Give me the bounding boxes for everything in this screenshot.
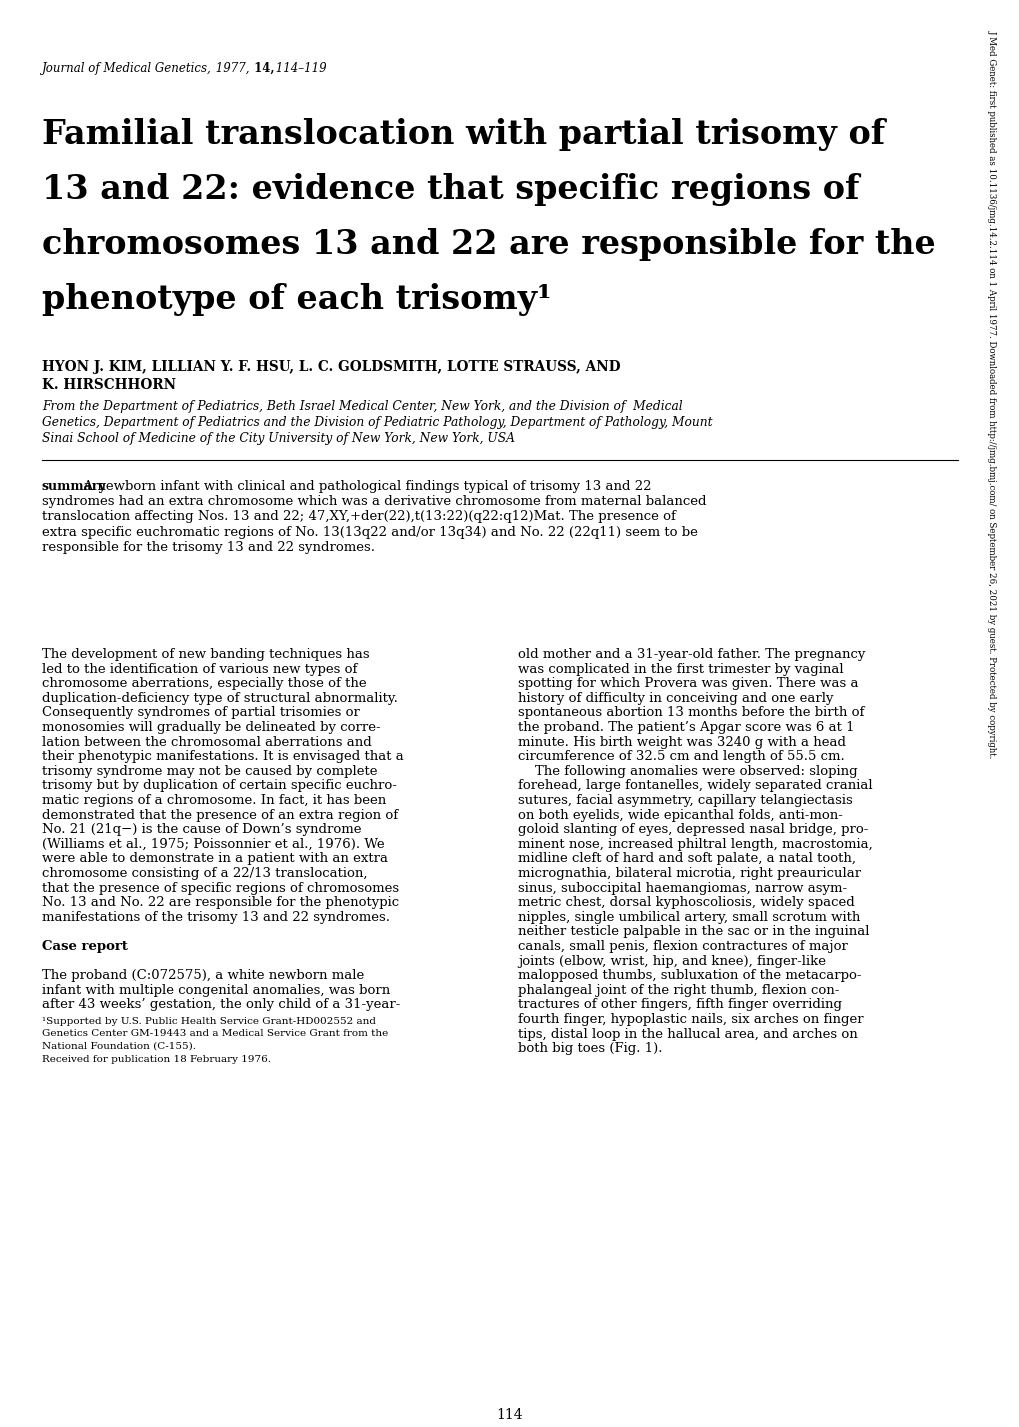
Text: nipples, single umbilical artery, small scrotum with: nipples, single umbilical artery, small … [518, 910, 860, 923]
Text: their phenotypic manifestations. It is envisaged that a: their phenotypic manifestations. It is e… [42, 751, 404, 763]
Text: chromosomes 13 and 22 are responsible for the: chromosomes 13 and 22 are responsible fo… [42, 228, 934, 261]
Text: No. 21 (21q−) is the cause of Down’s syndrome: No. 21 (21q−) is the cause of Down’s syn… [42, 823, 361, 836]
Text: canals, small penis, flexion contractures of major: canals, small penis, flexion contracture… [518, 940, 847, 953]
Text: J Med Genet: first published as 10.1136/jmg.14.2.114 on 1 April 1977. Downloaded: J Med Genet: first published as 10.1136/… [987, 30, 996, 758]
Text: HYON J. KIM, LILLIAN Y. F. HSU, L. C. GOLDSMITH, LOTTE STRAUSS, AND: HYON J. KIM, LILLIAN Y. F. HSU, L. C. GO… [42, 360, 620, 374]
Text: The development of new banding techniques has: The development of new banding technique… [42, 648, 369, 661]
Text: 13 and 22: evidence that specific regions of: 13 and 22: evidence that specific region… [42, 173, 859, 205]
Text: 114–119: 114–119 [272, 61, 326, 76]
Text: spotting for which Provera was given. There was a: spotting for which Provera was given. Th… [518, 678, 858, 691]
Text: minute. His birth weight was 3240 g with a head: minute. His birth weight was 3240 g with… [518, 735, 845, 749]
Text: sutures, facial asymmetry, capillary telangiectasis: sutures, facial asymmetry, capillary tel… [518, 793, 852, 808]
Text: Familial translocation with partial trisomy of: Familial translocation with partial tris… [42, 118, 884, 151]
Text: responsible for the trisomy 13 and 22 syndromes.: responsible for the trisomy 13 and 22 sy… [42, 541, 375, 554]
Text: Genetics, Department of Pediatrics and the Division of Pediatric Pathology, Depa: Genetics, Department of Pediatrics and t… [42, 417, 712, 430]
Text: that the presence of specific regions of chromosomes: that the presence of specific regions of… [42, 882, 398, 895]
Text: tips, distal loop in the hallucal area, and arches on: tips, distal loop in the hallucal area, … [518, 1027, 857, 1040]
Text: matic regions of a chromosome. In fact, it has been: matic regions of a chromosome. In fact, … [42, 793, 386, 808]
Text: led to the identification of various new types of: led to the identification of various new… [42, 662, 357, 675]
Text: was complicated in the first trimester by vaginal: was complicated in the first trimester b… [518, 662, 843, 675]
Text: after 43 weeks’ gestation, the only child of a 31-year-: after 43 weeks’ gestation, the only chil… [42, 999, 400, 1012]
Text: 1977,: 1977, [212, 61, 250, 76]
Text: syndromes had an extra chromosome which was a derivative chromosome from materna: syndromes had an extra chromosome which … [42, 495, 706, 508]
Text: forehead, large fontanelles, widely separated cranial: forehead, large fontanelles, widely sepa… [518, 779, 872, 792]
Text: minent nose, increased philtral length, macrostomia,: minent nose, increased philtral length, … [518, 838, 872, 850]
Text: the proband. The patient’s Apgar score was 6 at 1: the proband. The patient’s Apgar score w… [518, 721, 854, 733]
Text: both big toes (Fig. 1).: both big toes (Fig. 1). [518, 1042, 662, 1055]
Text: extra specific euchromatic regions of No. 13(13q22 and/or 13q34) and No. 22 (22q: extra specific euchromatic regions of No… [42, 525, 697, 538]
Text: on both eyelids, wide epicanthal folds, anti-mon-: on both eyelids, wide epicanthal folds, … [518, 809, 842, 822]
Text: chromosome aberrations, especially those of the: chromosome aberrations, especially those… [42, 678, 366, 691]
Text: tractures of other fingers, fifth finger overriding: tractures of other fingers, fifth finger… [518, 999, 841, 1012]
Text: goloid slanting of eyes, depressed nasal bridge, pro-: goloid slanting of eyes, depressed nasal… [518, 823, 867, 836]
Text: National Foundation (C-155).: National Foundation (C-155). [42, 1042, 196, 1052]
Text: history of difficulty in conceiving and one early: history of difficulty in conceiving and … [518, 692, 833, 705]
Text: From the Department of Pediatrics, Beth Israel Medical Center, New York, and the: From the Department of Pediatrics, Beth … [42, 400, 682, 412]
Text: metric chest, dorsal kyphoscoliosis, widely spaced: metric chest, dorsal kyphoscoliosis, wid… [518, 896, 854, 909]
Text: translocation affecting Nos. 13 and 22; 47,XY,+der(22),t(13:22)(q22:q12)Mat. The: translocation affecting Nos. 13 and 22; … [42, 511, 676, 524]
Text: were able to demonstrate in a patient with an extra: were able to demonstrate in a patient wi… [42, 852, 387, 865]
Text: demonstrated that the presence of an extra region of: demonstrated that the presence of an ext… [42, 809, 397, 822]
Text: 14,: 14, [250, 61, 274, 76]
Text: ¹Supported by U.S. Public Health Service Grant-HD002552 and: ¹Supported by U.S. Public Health Service… [42, 1017, 376, 1026]
Text: (Williams et al., 1975; Poissonnier et al., 1976). We: (Williams et al., 1975; Poissonnier et a… [42, 838, 384, 850]
Text: A newborn infant with clinical and pathological findings typical of trisomy 13 a: A newborn infant with clinical and patho… [75, 479, 651, 492]
Text: infant with multiple congenital anomalies, was born: infant with multiple congenital anomalie… [42, 983, 390, 997]
Text: manifestations of the trisomy 13 and 22 syndromes.: manifestations of the trisomy 13 and 22 … [42, 910, 389, 923]
Text: old mother and a 31-year-old father. The pregnancy: old mother and a 31-year-old father. The… [518, 648, 864, 661]
Text: chromosome consisting of a 22/13 translocation,: chromosome consisting of a 22/13 translo… [42, 868, 367, 880]
Text: trisomy but by duplication of certain specific euchro-: trisomy but by duplication of certain sp… [42, 779, 396, 792]
Text: joints (elbow, wrist, hip, and knee), finger-like: joints (elbow, wrist, hip, and knee), fi… [518, 955, 825, 968]
Text: lation between the chromosomal aberrations and: lation between the chromosomal aberratio… [42, 735, 371, 749]
Text: No. 13 and No. 22 are responsible for the phenotypic: No. 13 and No. 22 are responsible for th… [42, 896, 398, 909]
Text: trisomy syndrome may not be caused by complete: trisomy syndrome may not be caused by co… [42, 765, 377, 778]
Text: neither testicle palpable in the sac or in the inguinal: neither testicle palpable in the sac or … [518, 925, 868, 939]
Text: Genetics Center GM-19443 and a Medical Service Grant from the: Genetics Center GM-19443 and a Medical S… [42, 1029, 388, 1039]
Text: monosomies will gradually be delineated by corre-: monosomies will gradually be delineated … [42, 721, 380, 733]
Text: spontaneous abortion 13 months before the birth of: spontaneous abortion 13 months before th… [518, 706, 863, 719]
Text: Case report: Case report [42, 940, 127, 953]
Text: Consequently syndromes of partial trisomies or: Consequently syndromes of partial trisom… [42, 706, 360, 719]
Text: fourth finger, hypoplastic nails, six arches on finger: fourth finger, hypoplastic nails, six ar… [518, 1013, 863, 1026]
Text: phenotype of each trisomy¹: phenotype of each trisomy¹ [42, 283, 551, 315]
Text: Sinai School of Medicine of the City University of New York, New York, USA: Sinai School of Medicine of the City Uni… [42, 432, 515, 445]
Text: malopposed thumbs, subluxation of the metacarpo-: malopposed thumbs, subluxation of the me… [518, 969, 861, 982]
Text: micrognathia, bilateral microtia, right preauricular: micrognathia, bilateral microtia, right … [518, 868, 860, 880]
Text: duplication-deficiency type of structural abnormality.: duplication-deficiency type of structura… [42, 692, 397, 705]
Text: The following anomalies were observed: sloping: The following anomalies were observed: s… [518, 765, 857, 778]
Text: sinus, suboccipital haemangiomas, narrow asym-: sinus, suboccipital haemangiomas, narrow… [518, 882, 847, 895]
Text: The proband (C:072575), a white newborn male: The proband (C:072575), a white newborn … [42, 969, 364, 982]
Text: midline cleft of hard and soft palate, a natal tooth,: midline cleft of hard and soft palate, a… [518, 852, 855, 865]
Text: K. HIRSCHHORN: K. HIRSCHHORN [42, 378, 176, 392]
Text: circumference of 32.5 cm and length of 55.5 cm.: circumference of 32.5 cm and length of 5… [518, 751, 844, 763]
Text: Journal of Medical Genetics,: Journal of Medical Genetics, [42, 61, 212, 76]
Text: 114: 114 [496, 1408, 523, 1421]
Text: summary: summary [42, 479, 107, 492]
Text: phalangeal joint of the right thumb, flexion con-: phalangeal joint of the right thumb, fle… [518, 983, 839, 997]
Text: Received for publication 18 February 1976.: Received for publication 18 February 197… [42, 1055, 271, 1063]
